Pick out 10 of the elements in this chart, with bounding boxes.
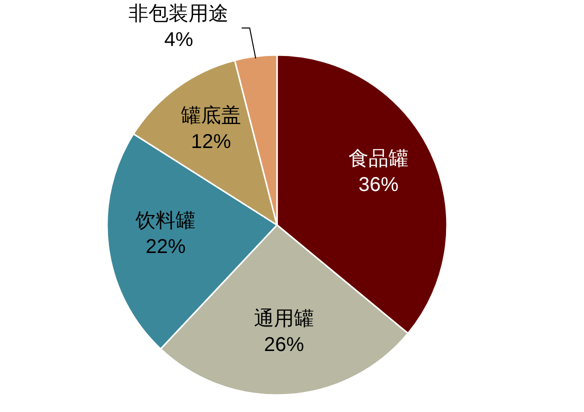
- data-label: 4%: [164, 29, 194, 51]
- slice-label: 通用罐: [254, 308, 314, 330]
- slice-label: 食品罐: [348, 148, 409, 170]
- data-label: 26%: [264, 334, 304, 356]
- data-label: 22%: [146, 236, 186, 258]
- slice-label: 饮料罐: [134, 210, 196, 232]
- data-label: 36%: [358, 174, 399, 196]
- slice-label: 非包装用途: [128, 3, 229, 25]
- slice-label: 罐底盖: [181, 104, 242, 128]
- data-label: 12%: [191, 131, 232, 154]
